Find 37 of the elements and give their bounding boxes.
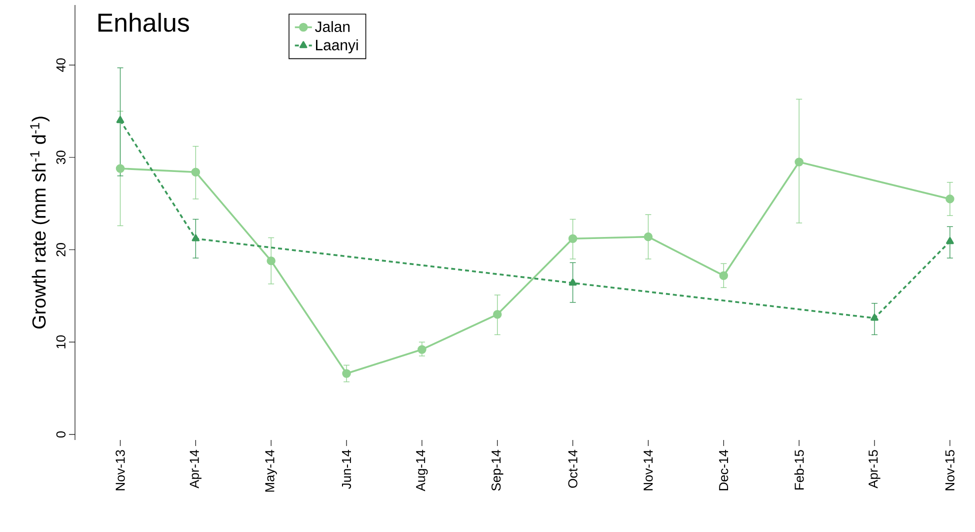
point — [492, 310, 502, 319]
y-tick-label: 0 — [56, 431, 66, 438]
x-tick-label: Apr-14 — [190, 450, 202, 488]
point — [266, 256, 276, 266]
point — [568, 278, 577, 286]
x-tick-label: Sep-14 — [492, 450, 504, 491]
point — [191, 168, 200, 177]
x-tick-label: Dec-14 — [719, 450, 728, 490]
legend-label: Laanyi — [316, 39, 358, 54]
point — [568, 234, 578, 244]
y-tick-label: 20 — [56, 243, 66, 256]
point — [644, 232, 653, 242]
point — [946, 237, 954, 244]
x-tick-label: Aug-14 — [416, 450, 428, 492]
y-tick-label: 10 — [56, 335, 66, 348]
legend-label: Jalan — [315, 21, 350, 32]
point — [116, 116, 124, 124]
x-tick-label: Oct-14 — [568, 450, 578, 488]
point — [116, 164, 125, 173]
chart-title: Enhalus — [98, 12, 189, 32]
point — [719, 271, 728, 280]
y-tick-label: 30 — [56, 150, 66, 164]
y-axis-title: Growth rate (mm sh$^{-1}$ d$^{-1}$) — [30, 116, 50, 328]
point — [192, 234, 200, 242]
x-tick-label: Nov-13 — [116, 450, 125, 490]
x-tick-label: Nov-15 — [945, 450, 954, 490]
point — [342, 369, 351, 378]
point — [794, 158, 804, 166]
point — [418, 345, 426, 354]
x-tick-label: Feb-15 — [794, 450, 804, 490]
y-tick-label: 40 — [56, 58, 66, 72]
x-tick-label: Jun-14 — [342, 450, 352, 489]
x-tick-label: Nov-14 — [644, 450, 653, 490]
point — [946, 194, 954, 204]
x-tick-label: May-14 — [265, 450, 277, 492]
point — [870, 314, 878, 321]
x-tick-label: Apr-15 — [868, 450, 880, 488]
